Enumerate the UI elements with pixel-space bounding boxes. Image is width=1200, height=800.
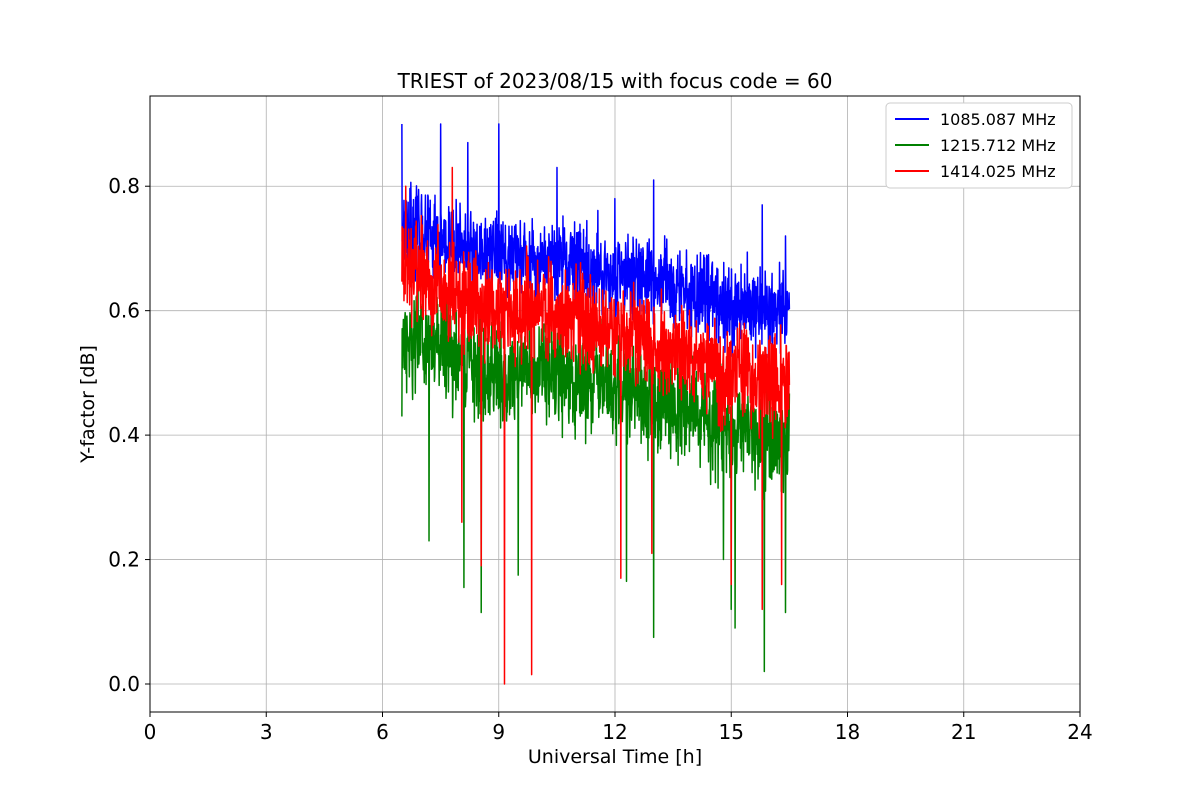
series-line-1	[401, 123, 791, 366]
legend: 1085.087 MHz 1215.712 MHz 1414.025 MHz	[885, 102, 1073, 189]
x-tick-label: 9	[492, 720, 505, 744]
legend-label-1215: 1215.712 MHz	[940, 136, 1056, 155]
x-tick-label: 3	[260, 720, 273, 744]
y-tick-label: 0.0	[108, 672, 140, 696]
y-tick-label: 0.8	[108, 174, 140, 198]
x-tick-label: 12	[602, 720, 627, 744]
legend-label-1414: 1414.025 MHz	[940, 162, 1056, 181]
legend-box	[885, 102, 1073, 189]
chart-title: TRIEST of 2023/08/15 with focus code = 6…	[397, 69, 833, 93]
series-line-3	[401, 166, 791, 685]
x-axis-label: Universal Time [h]	[528, 746, 702, 768]
x-tick-label: 6	[376, 720, 389, 744]
x-tick-label: 18	[835, 720, 860, 744]
y-tick-label: 0.2	[108, 548, 140, 572]
series-group	[401, 123, 791, 685]
x-tick-label: 0	[144, 720, 157, 744]
y-tick-label: 0.6	[108, 299, 140, 323]
ticks: 0 3 6 9 12 15 18 21 24 0.0 0.2 0.4 0.6 0.8	[108, 174, 1093, 744]
x-tick-label: 24	[1067, 720, 1092, 744]
y-axis-label: Y-factor [dB]	[77, 345, 99, 464]
x-tick-label: 15	[719, 720, 744, 744]
y-tick-label: 0.4	[108, 423, 140, 447]
x-tick-label: 21	[951, 720, 976, 744]
legend-label-1085: 1085.087 MHz	[940, 110, 1056, 129]
